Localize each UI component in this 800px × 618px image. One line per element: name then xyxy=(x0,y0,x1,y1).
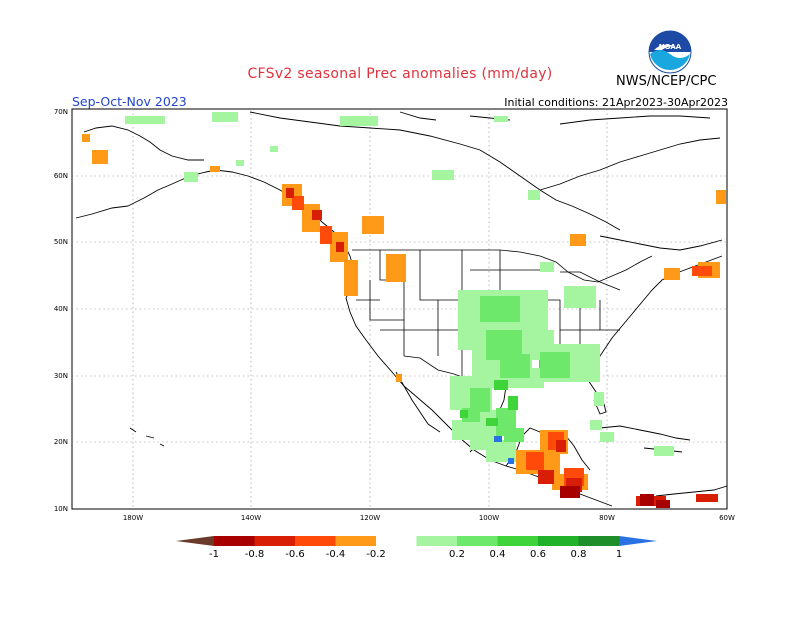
lon-label: 80W xyxy=(599,514,615,522)
anomaly-cell-green xyxy=(500,354,530,378)
anomaly-cell-orange xyxy=(396,374,402,382)
anomaly-cell-light-green xyxy=(564,286,596,308)
anomaly-cell-light-green xyxy=(590,420,602,430)
anomaly-cell-dark-red xyxy=(656,500,670,508)
colorbar-segment xyxy=(457,536,498,546)
anomaly-cell-mid-green xyxy=(494,380,508,390)
lat-label: 70N xyxy=(54,108,68,116)
anomaly-cell-dark-red xyxy=(560,486,580,498)
colorbar-segment xyxy=(538,536,579,546)
anomaly-cell-light-green xyxy=(212,112,238,122)
colorbar-segment xyxy=(254,536,295,546)
lat-label: 40N xyxy=(54,305,68,313)
colorbar-segment xyxy=(578,536,619,546)
lat-label: 30N xyxy=(54,372,68,380)
map-frame xyxy=(71,108,728,510)
lat-label: 60N xyxy=(54,172,68,180)
anomaly-cell-light-green xyxy=(600,432,614,442)
lat-label: 10N xyxy=(54,505,68,513)
anomaly-cell-red xyxy=(696,494,718,502)
anomaly-cell-light-green xyxy=(528,190,540,200)
colorbar-end-high xyxy=(619,536,657,546)
anomaly-cell-red xyxy=(286,188,294,198)
colorbar-label: 0.6 xyxy=(530,549,546,560)
anomaly-cell-dark-red xyxy=(640,494,654,506)
anomaly-cell-light-green xyxy=(594,392,604,406)
anomaly-cell-mid-green xyxy=(460,410,468,418)
colorbar-segment xyxy=(376,536,417,546)
colorbar-label: -0.6 xyxy=(285,549,305,560)
lon-label: 140W xyxy=(241,514,261,522)
anomaly-cell-orange xyxy=(664,268,680,280)
anomaly-cell-light-green xyxy=(340,116,378,126)
colorbar-label: -1 xyxy=(209,549,219,560)
anomaly-cell-red xyxy=(538,470,554,484)
lon-label: 120W xyxy=(360,514,380,522)
lat-label: 50N xyxy=(54,238,68,246)
colorbar-label: 0.8 xyxy=(571,549,587,560)
anomaly-cell-orange-red xyxy=(292,196,304,210)
anomaly-cell-green xyxy=(470,388,490,412)
colorbar-label: -0.2 xyxy=(366,549,386,560)
anomaly-cell-orange xyxy=(344,260,358,296)
anomaly-cell-light-green xyxy=(540,262,554,272)
anomaly-cell-orange-red xyxy=(320,226,332,244)
anomaly-cell-red xyxy=(556,440,566,452)
anomaly-cell-light-green xyxy=(494,116,508,122)
anomaly-cell-light-green xyxy=(486,440,516,462)
lon-label: 180W xyxy=(123,514,143,522)
lat-label: 20N xyxy=(54,438,68,446)
colorbar-segment xyxy=(497,536,538,546)
anomaly-cell-light-green xyxy=(654,446,674,456)
lon-labels: 180W 140W 120W 100W 80W 60W xyxy=(123,514,735,522)
colorbar-label: -0.4 xyxy=(326,549,346,560)
org-label: NWS/NCEP/CPC xyxy=(616,74,717,89)
anomaly-cell-light-green xyxy=(184,172,198,182)
initial-conditions: Initial conditions: 21Apr2023-30Apr2023 xyxy=(504,96,728,109)
colorbar-end-low xyxy=(176,536,214,546)
anomaly-cell-blue xyxy=(508,458,514,464)
colorbar: -1 -0.8 -0.6 -0.4 -0.2 0.2 0.4 0.6 0.8 1 xyxy=(176,536,657,560)
coastlines xyxy=(75,111,728,507)
colorbar-segment xyxy=(214,536,255,546)
logo-text: NOAA xyxy=(659,43,682,51)
colorbar-segment xyxy=(335,536,376,546)
colorbar-label: 0.2 xyxy=(449,549,465,560)
anomaly-cell-light-green xyxy=(432,170,454,180)
anomaly-cell-light-green xyxy=(125,116,165,124)
anomaly-cell-orange-red xyxy=(692,266,712,276)
anomaly-cell-blue xyxy=(494,436,502,442)
anomaly-cell-green xyxy=(540,352,570,378)
anomaly-cell-red xyxy=(312,210,322,220)
anomaly-cell-orange xyxy=(386,254,406,282)
lat-labels: 70N 60N 50N 40N 30N 20N 10N xyxy=(54,108,68,513)
anomaly-cell-mid-green xyxy=(508,396,518,410)
anomaly-cell-orange xyxy=(82,134,90,142)
anomaly-cell-green xyxy=(480,296,520,322)
anomaly-cell-red xyxy=(336,242,344,252)
anomaly-cell-orange xyxy=(92,150,108,164)
lon-label: 100W xyxy=(479,514,499,522)
chart-title: CFSv2 seasonal Prec anomalies (mm/day) xyxy=(247,66,553,82)
anomaly-cells xyxy=(82,112,726,508)
anomaly-cell-orange xyxy=(570,234,586,246)
anomaly-cell-mid-green xyxy=(486,418,498,426)
colorbar-segment xyxy=(416,536,457,546)
anomaly-cell-light-green xyxy=(236,160,244,166)
anomaly-cell-green xyxy=(504,428,524,442)
lon-label: 60W xyxy=(719,514,735,522)
anomaly-cell-light-green xyxy=(452,420,474,440)
anomaly-cell-orange xyxy=(362,216,384,234)
colorbar-segment xyxy=(295,536,336,546)
season-label: Sep-Oct-Nov 2023 xyxy=(72,94,187,109)
colorbar-label: 0.4 xyxy=(490,549,506,560)
colorbar-label: -0.8 xyxy=(245,549,265,560)
anomaly-cell-orange xyxy=(210,166,220,172)
anomaly-cell-light-green xyxy=(270,146,278,152)
anomaly-cell-orange-red xyxy=(526,452,544,470)
noaa-logo: NOAA xyxy=(648,30,692,74)
anomaly-cell-orange xyxy=(716,190,726,204)
colorbar-label: 1 xyxy=(616,549,622,560)
